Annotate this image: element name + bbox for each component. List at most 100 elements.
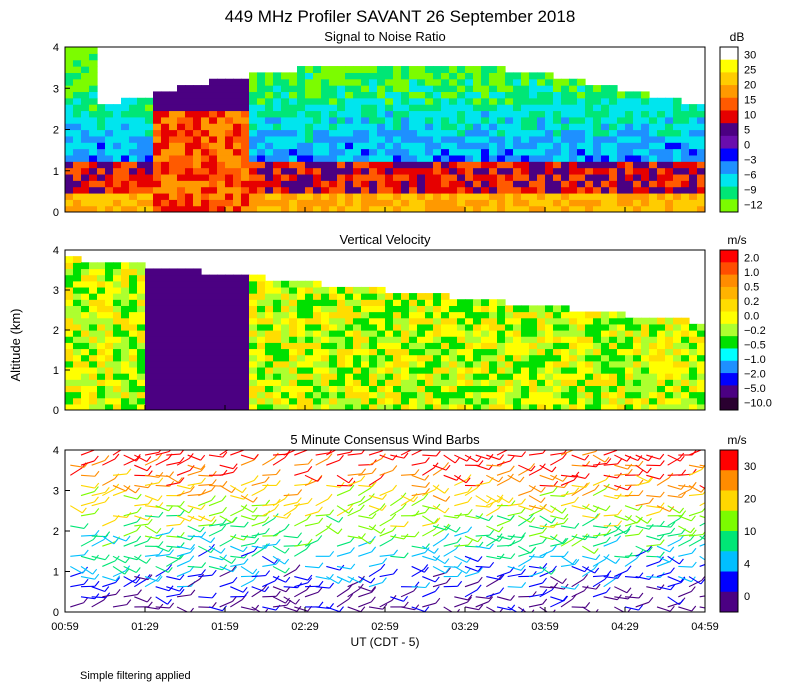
y-tick-label: 0 bbox=[53, 405, 59, 417]
x-tick-label: 02:59 bbox=[371, 621, 399, 633]
x-tick-label: 02:29 bbox=[291, 621, 319, 633]
panel-2: Vertical Velocity 0 1 2 3 4 2.0 1.0 0.5 0.2 0.0 −0.… bbox=[53, 232, 772, 417]
x-tick-label: 03:29 bbox=[451, 621, 479, 633]
colorbar-label: 10 bbox=[744, 526, 756, 538]
colorbar-label: −6 bbox=[744, 170, 757, 182]
panel-title: Vertical Velocity bbox=[339, 232, 431, 247]
colorbar-label: −3 bbox=[744, 155, 757, 167]
colorbar-label: 0 bbox=[744, 140, 750, 152]
colorbar-swatch bbox=[720, 551, 738, 572]
y-tick-label: 4 bbox=[53, 245, 59, 257]
colorbar-label: −1.0 bbox=[744, 354, 766, 366]
colorbar-swatch bbox=[720, 373, 738, 386]
colorbar-label: 20 bbox=[744, 494, 756, 506]
y-tick-label: 3 bbox=[53, 285, 59, 297]
panel-field bbox=[65, 256, 705, 410]
colorbar-swatch bbox=[720, 397, 738, 411]
colorbar-swatch bbox=[720, 148, 738, 162]
colorbar-swatch bbox=[720, 123, 738, 137]
figure-title: 449 MHz Profiler SAVANT 26 September 201… bbox=[225, 7, 576, 26]
colorbar-swatch bbox=[720, 286, 738, 300]
y-tick-label: 3 bbox=[53, 486, 59, 498]
colorbar: 30 20 10 4 0 m/s bbox=[719, 433, 756, 613]
y-tick-label: 1 bbox=[53, 567, 59, 579]
colorbar-label: 0.5 bbox=[744, 281, 759, 293]
colorbar-label: −5.0 bbox=[744, 383, 766, 395]
colorbar-swatch bbox=[720, 360, 738, 374]
colorbar: 2.0 1.0 0.5 0.2 0.0 −0.2 −0.5 −1.0 −2.0 −5.0 −10.0… bbox=[719, 233, 772, 411]
x-tick-label: 01:29 bbox=[131, 621, 159, 633]
x-axis-label: UT (CDT - 5) bbox=[351, 635, 420, 649]
footnote: Simple filtering applied bbox=[80, 670, 191, 682]
colorbar-label: −10.0 bbox=[744, 398, 772, 410]
colorbar-label: −0.5 bbox=[744, 340, 766, 352]
panel-title: 5 Minute Consensus Wind Barbs bbox=[290, 432, 480, 447]
colorbar-label: 30 bbox=[744, 50, 756, 62]
colorbar-label: 15 bbox=[744, 95, 756, 107]
colorbar-unit: dB bbox=[730, 30, 745, 44]
colorbar-swatch bbox=[720, 72, 738, 86]
colorbar-frame bbox=[719, 249, 739, 411]
colorbar-swatch bbox=[720, 591, 738, 613]
y-tick-label: 4 bbox=[53, 445, 59, 457]
x-tick-label: 03:59 bbox=[531, 621, 559, 633]
y-tick-label: 2 bbox=[53, 325, 59, 337]
colorbar-label: 2.0 bbox=[744, 252, 759, 264]
panel-1: Signal to Noise Ratio 0 1 2 3 4 30 25 20 15 10 5 0 −3… bbox=[53, 29, 763, 219]
colorbar-label: 0.0 bbox=[744, 310, 759, 322]
colorbar-label: 0.2 bbox=[744, 296, 759, 308]
y-tick-label: 1 bbox=[53, 365, 59, 377]
colorbar-swatch bbox=[720, 323, 738, 337]
colorbar-frame bbox=[719, 449, 739, 613]
colorbar-swatch bbox=[720, 299, 738, 313]
x-tick-label: 04:29 bbox=[611, 621, 639, 633]
colorbar-swatch bbox=[720, 186, 738, 200]
colorbar-label: 20 bbox=[744, 80, 756, 92]
colorbar-swatch bbox=[720, 59, 738, 73]
panel-title: Signal to Noise Ratio bbox=[324, 29, 445, 44]
colorbar-swatch bbox=[720, 336, 738, 349]
y-tick-label: 0 bbox=[53, 607, 59, 619]
x-tick-label: 00:59 bbox=[51, 621, 79, 633]
colorbar-swatch bbox=[720, 571, 738, 593]
y-tick-label: 4 bbox=[53, 42, 59, 54]
colorbar-swatch bbox=[720, 47, 738, 61]
colorbar-swatch bbox=[720, 348, 738, 362]
colorbar-label: 10 bbox=[744, 110, 756, 122]
colorbar-swatch bbox=[720, 490, 738, 512]
colorbar-label: −2.0 bbox=[744, 369, 766, 381]
colorbar-label: 4 bbox=[744, 558, 750, 570]
colorbar-swatch bbox=[720, 311, 738, 325]
panel-3: 5 Minute Consensus Wind Barbs 0 1 2 3 4 00:59 0… bbox=[51, 432, 756, 633]
colorbar-swatch bbox=[720, 450, 738, 471]
y-tick-label: 2 bbox=[53, 526, 59, 538]
colorbar-swatch bbox=[720, 85, 738, 99]
colorbar-unit: m/s bbox=[727, 233, 746, 247]
colorbar-swatch bbox=[720, 250, 738, 263]
y-tick-label: 1 bbox=[53, 166, 59, 178]
colorbar-label: −0.2 bbox=[744, 325, 766, 337]
panel-field bbox=[70, 450, 705, 612]
colorbar-label: 1.0 bbox=[744, 267, 759, 279]
colorbar-swatch bbox=[720, 135, 738, 150]
y-tick-label: 2 bbox=[53, 125, 59, 137]
colorbar-label: 25 bbox=[744, 65, 756, 77]
colorbar-unit: m/s bbox=[727, 433, 746, 447]
colorbar: 30 25 20 15 10 5 0 −3 −6 −9 −12 dB bbox=[719, 30, 763, 213]
colorbar-label: −12 bbox=[744, 200, 763, 212]
colorbar-swatch bbox=[720, 110, 738, 124]
colorbar-swatch bbox=[720, 385, 738, 399]
colorbar-swatch bbox=[720, 274, 738, 288]
panel-field bbox=[65, 47, 705, 212]
colorbar-swatch bbox=[720, 97, 738, 111]
x-tick-label: 01:59 bbox=[211, 621, 239, 633]
colorbar-label: 0 bbox=[744, 591, 750, 603]
colorbar-swatch bbox=[720, 199, 738, 213]
colorbar-swatch bbox=[720, 470, 738, 491]
colorbar-swatch bbox=[720, 262, 738, 276]
colorbar-swatch bbox=[720, 531, 738, 552]
y-tick-label: 3 bbox=[53, 83, 59, 95]
y-tick-label: 0 bbox=[53, 207, 59, 219]
colorbar-label: −9 bbox=[744, 185, 757, 197]
